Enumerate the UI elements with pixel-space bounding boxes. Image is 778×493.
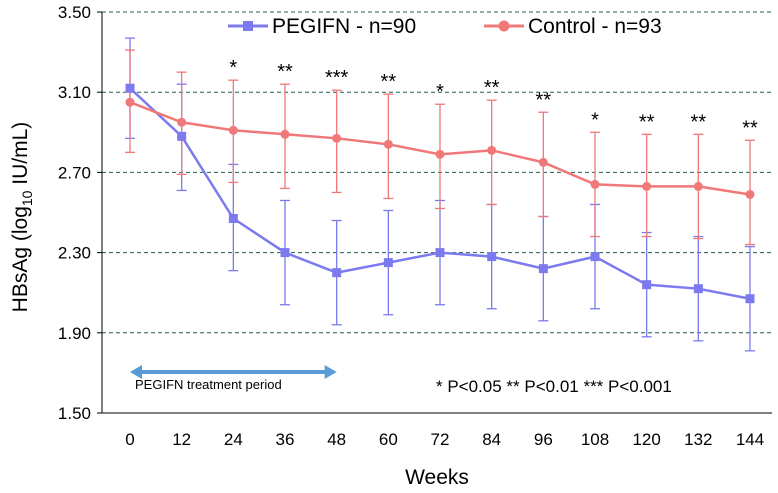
x-tick-label: 24 bbox=[224, 430, 243, 449]
pegifn-point bbox=[590, 252, 600, 262]
x-tick-label: 72 bbox=[431, 430, 450, 449]
control-point bbox=[642, 181, 652, 191]
y-axis-title-tail: IU/mL) bbox=[9, 122, 32, 191]
significance-label: * bbox=[436, 81, 444, 103]
significance-label: * bbox=[229, 57, 237, 79]
significance-label: ** bbox=[381, 71, 397, 93]
significance-label: ** bbox=[536, 89, 552, 111]
significance-label: *** bbox=[325, 67, 349, 89]
significance-annotation: * P<0.05 ** P<0.01 *** P<0.001 bbox=[436, 377, 672, 396]
pegifn-point bbox=[177, 131, 187, 141]
series-markers bbox=[125, 83, 755, 304]
pegifn-point bbox=[280, 248, 290, 258]
axes bbox=[97, 11, 772, 414]
x-tick-label: 36 bbox=[276, 430, 295, 449]
pegifn-legend-label: PEGIFN - n=90 bbox=[272, 15, 416, 38]
treatment-period-label: PEGIFN treatment period bbox=[135, 377, 282, 392]
pegifn-point bbox=[487, 252, 497, 262]
significance-label: ** bbox=[277, 61, 293, 83]
control-point bbox=[228, 125, 238, 135]
y-axis-title-sub: 10 bbox=[19, 190, 35, 206]
x-tick-label: 144 bbox=[736, 430, 764, 449]
control-legend-label: Control - n=93 bbox=[528, 15, 662, 38]
control-point bbox=[125, 97, 135, 107]
pegifn-point bbox=[332, 268, 342, 278]
pegifn-point bbox=[693, 284, 703, 294]
pegifn-point bbox=[228, 214, 238, 224]
pegifn-point bbox=[125, 83, 135, 93]
x-tick-label: 108 bbox=[581, 430, 609, 449]
control-point bbox=[177, 117, 187, 127]
y-tick-label: 3.10 bbox=[58, 83, 91, 102]
treatment-period-arrow-head-left bbox=[130, 365, 142, 379]
x-tick-label: 60 bbox=[379, 430, 398, 449]
y-tick-labels: 3.50 3.10 2.70 2.30 1.90 1.50 bbox=[58, 3, 91, 423]
y-tick-label: 1.50 bbox=[58, 404, 91, 423]
pegifn-legend-marker bbox=[243, 21, 253, 31]
x-tick-label: 132 bbox=[684, 430, 712, 449]
control-point bbox=[383, 139, 393, 149]
control-legend-marker bbox=[498, 20, 510, 32]
treatment-period: PEGIFN treatment period bbox=[130, 365, 337, 392]
significance-label: ** bbox=[691, 111, 707, 133]
control-point bbox=[590, 179, 600, 189]
pegifn-point bbox=[642, 280, 652, 290]
x-axis-title: Weeks bbox=[405, 466, 469, 489]
control-point bbox=[435, 149, 445, 159]
significance-label: ** bbox=[742, 117, 758, 139]
pegifn-point bbox=[538, 264, 548, 274]
y-axis-title-main: HBsAg (log bbox=[9, 206, 32, 312]
pegifn-point bbox=[383, 258, 393, 268]
control-point bbox=[693, 181, 703, 191]
y-axis-title: HBsAg (log10 IU/mL) bbox=[9, 122, 35, 313]
y-tick-label: 1.90 bbox=[58, 324, 91, 343]
x-tick-label: 0 bbox=[125, 430, 134, 449]
control-point bbox=[745, 189, 755, 199]
x-tick-label: 48 bbox=[327, 430, 346, 449]
y-tick-label: 2.70 bbox=[58, 163, 91, 182]
gridlines bbox=[102, 11, 772, 334]
significance-label: ** bbox=[484, 77, 500, 99]
control-point bbox=[538, 157, 548, 167]
y-tick-label: 2.30 bbox=[58, 244, 91, 263]
treatment-period-arrow-head-right bbox=[324, 365, 337, 379]
x-tick-label: 96 bbox=[534, 430, 553, 449]
significance-label: ** bbox=[639, 111, 655, 133]
y-tick-label: 3.50 bbox=[58, 3, 91, 22]
x-tick-label: 12 bbox=[172, 430, 191, 449]
control-point bbox=[487, 145, 497, 155]
pegifn-point bbox=[435, 248, 445, 258]
pegifn-point bbox=[745, 294, 755, 304]
legend: PEGIFN - n=90 Control - n=93 bbox=[228, 15, 662, 38]
significance-markers: * ** *** ** * ***** ** ** ** bbox=[229, 57, 758, 139]
control-point bbox=[280, 129, 290, 139]
x-tick-label: 120 bbox=[632, 430, 660, 449]
significance-label: * bbox=[591, 109, 599, 131]
x-tick-label: 84 bbox=[482, 430, 501, 449]
control-point bbox=[332, 133, 342, 143]
x-tick-labels: 0 12 24 36 48 60 72 84 96 108 120 132 144 bbox=[125, 430, 764, 449]
